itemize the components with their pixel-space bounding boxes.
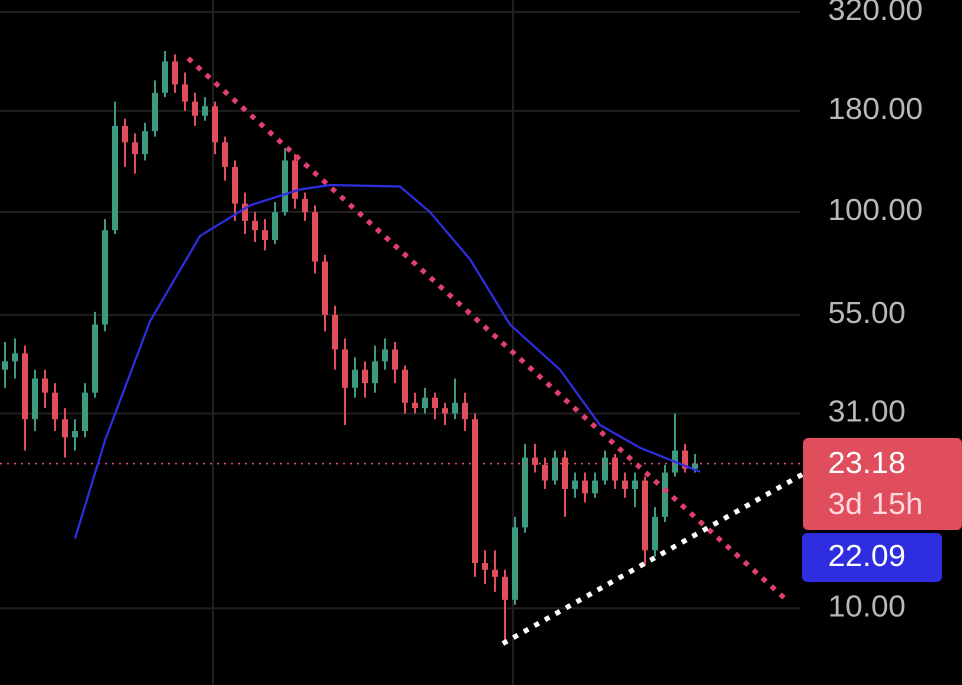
candle-body [152, 92, 158, 132]
candle-body [482, 563, 488, 570]
y-tick-label: 180.00 [828, 91, 923, 126]
candle-body [442, 408, 448, 414]
candle-body [262, 230, 268, 241]
candle-body [192, 101, 198, 116]
candle-body [102, 230, 108, 325]
plot-area [0, 51, 804, 646]
candle-body [252, 220, 258, 231]
trendline [501, 472, 804, 646]
candle-body [222, 142, 228, 167]
ma-price-badge [802, 533, 942, 582]
candle-body [632, 480, 638, 489]
candle-body [522, 457, 528, 528]
candle-body [132, 142, 138, 155]
candle-body [432, 397, 438, 409]
candle-body [282, 160, 288, 213]
last-price-badge [803, 438, 962, 530]
y-tick-label: 320.00 [828, 0, 923, 27]
candle-body [342, 349, 348, 388]
y-tick-label: 100.00 [828, 192, 923, 227]
candle-body [692, 463, 698, 469]
candle-body [122, 125, 128, 143]
candle-body [512, 527, 518, 600]
candle-body [142, 131, 148, 155]
candle-body [622, 480, 628, 489]
y-tick-label: 31.00 [828, 394, 906, 429]
candle-body [562, 457, 568, 489]
candle-body [662, 472, 668, 517]
candle-body [392, 349, 398, 370]
candle-body [272, 212, 278, 241]
candle-body [382, 349, 388, 362]
candle-body [572, 480, 578, 489]
candle-body [612, 457, 618, 481]
candle-body [412, 402, 418, 409]
candle-body [502, 576, 508, 600]
candle-body [302, 198, 308, 213]
candle-body [362, 369, 368, 384]
candle-body [602, 457, 608, 481]
candle-body [202, 106, 208, 116]
moving-average [73, 183, 701, 539]
candle-body [462, 402, 468, 420]
candle-body [592, 480, 598, 494]
candle-body [22, 353, 28, 420]
candle-body [162, 61, 168, 93]
trendline [186, 56, 794, 607]
candle-body [172, 61, 178, 85]
ma-price-label: 22.09 [828, 538, 906, 573]
candle-body [42, 378, 48, 393]
candle-body [542, 464, 548, 481]
countdown-label: 3d 15h [828, 486, 923, 521]
candle-body [402, 369, 408, 403]
candle-body [352, 369, 358, 388]
candle-body [312, 212, 318, 262]
candle-body [32, 378, 38, 420]
candle-body [92, 324, 98, 393]
candle-body [82, 392, 88, 432]
candle-body [292, 160, 298, 199]
candle-body [652, 516, 658, 551]
candle-body [232, 166, 238, 204]
candle-body [2, 361, 8, 370]
candle-body [182, 84, 188, 102]
y-tick-label: 10.00 [828, 588, 906, 623]
candle-body [642, 480, 648, 551]
last-price-label: 23.18 [828, 445, 906, 480]
candle-body [322, 261, 328, 315]
candle-body [422, 397, 428, 409]
candle-body [582, 480, 588, 494]
y-tick-label: 55.00 [828, 295, 906, 330]
candle-body [112, 125, 118, 231]
price-axis: 320.00 180.00 100.00 55.00 31.00 10.00 23.18 3d… [802, 0, 962, 623]
candle-body [212, 106, 218, 143]
candle-body [452, 402, 458, 414]
candle-body [62, 419, 68, 438]
candle-body [72, 431, 78, 438]
candle-body [492, 569, 498, 577]
candle-body [682, 450, 688, 469]
candle-body [472, 419, 478, 564]
candle-body [552, 457, 558, 481]
candle-body [332, 314, 338, 350]
candle-body [12, 353, 18, 362]
candle-body [242, 203, 248, 221]
candle-body [52, 392, 58, 420]
candle-body [532, 457, 538, 465]
candle-body [372, 361, 378, 384]
